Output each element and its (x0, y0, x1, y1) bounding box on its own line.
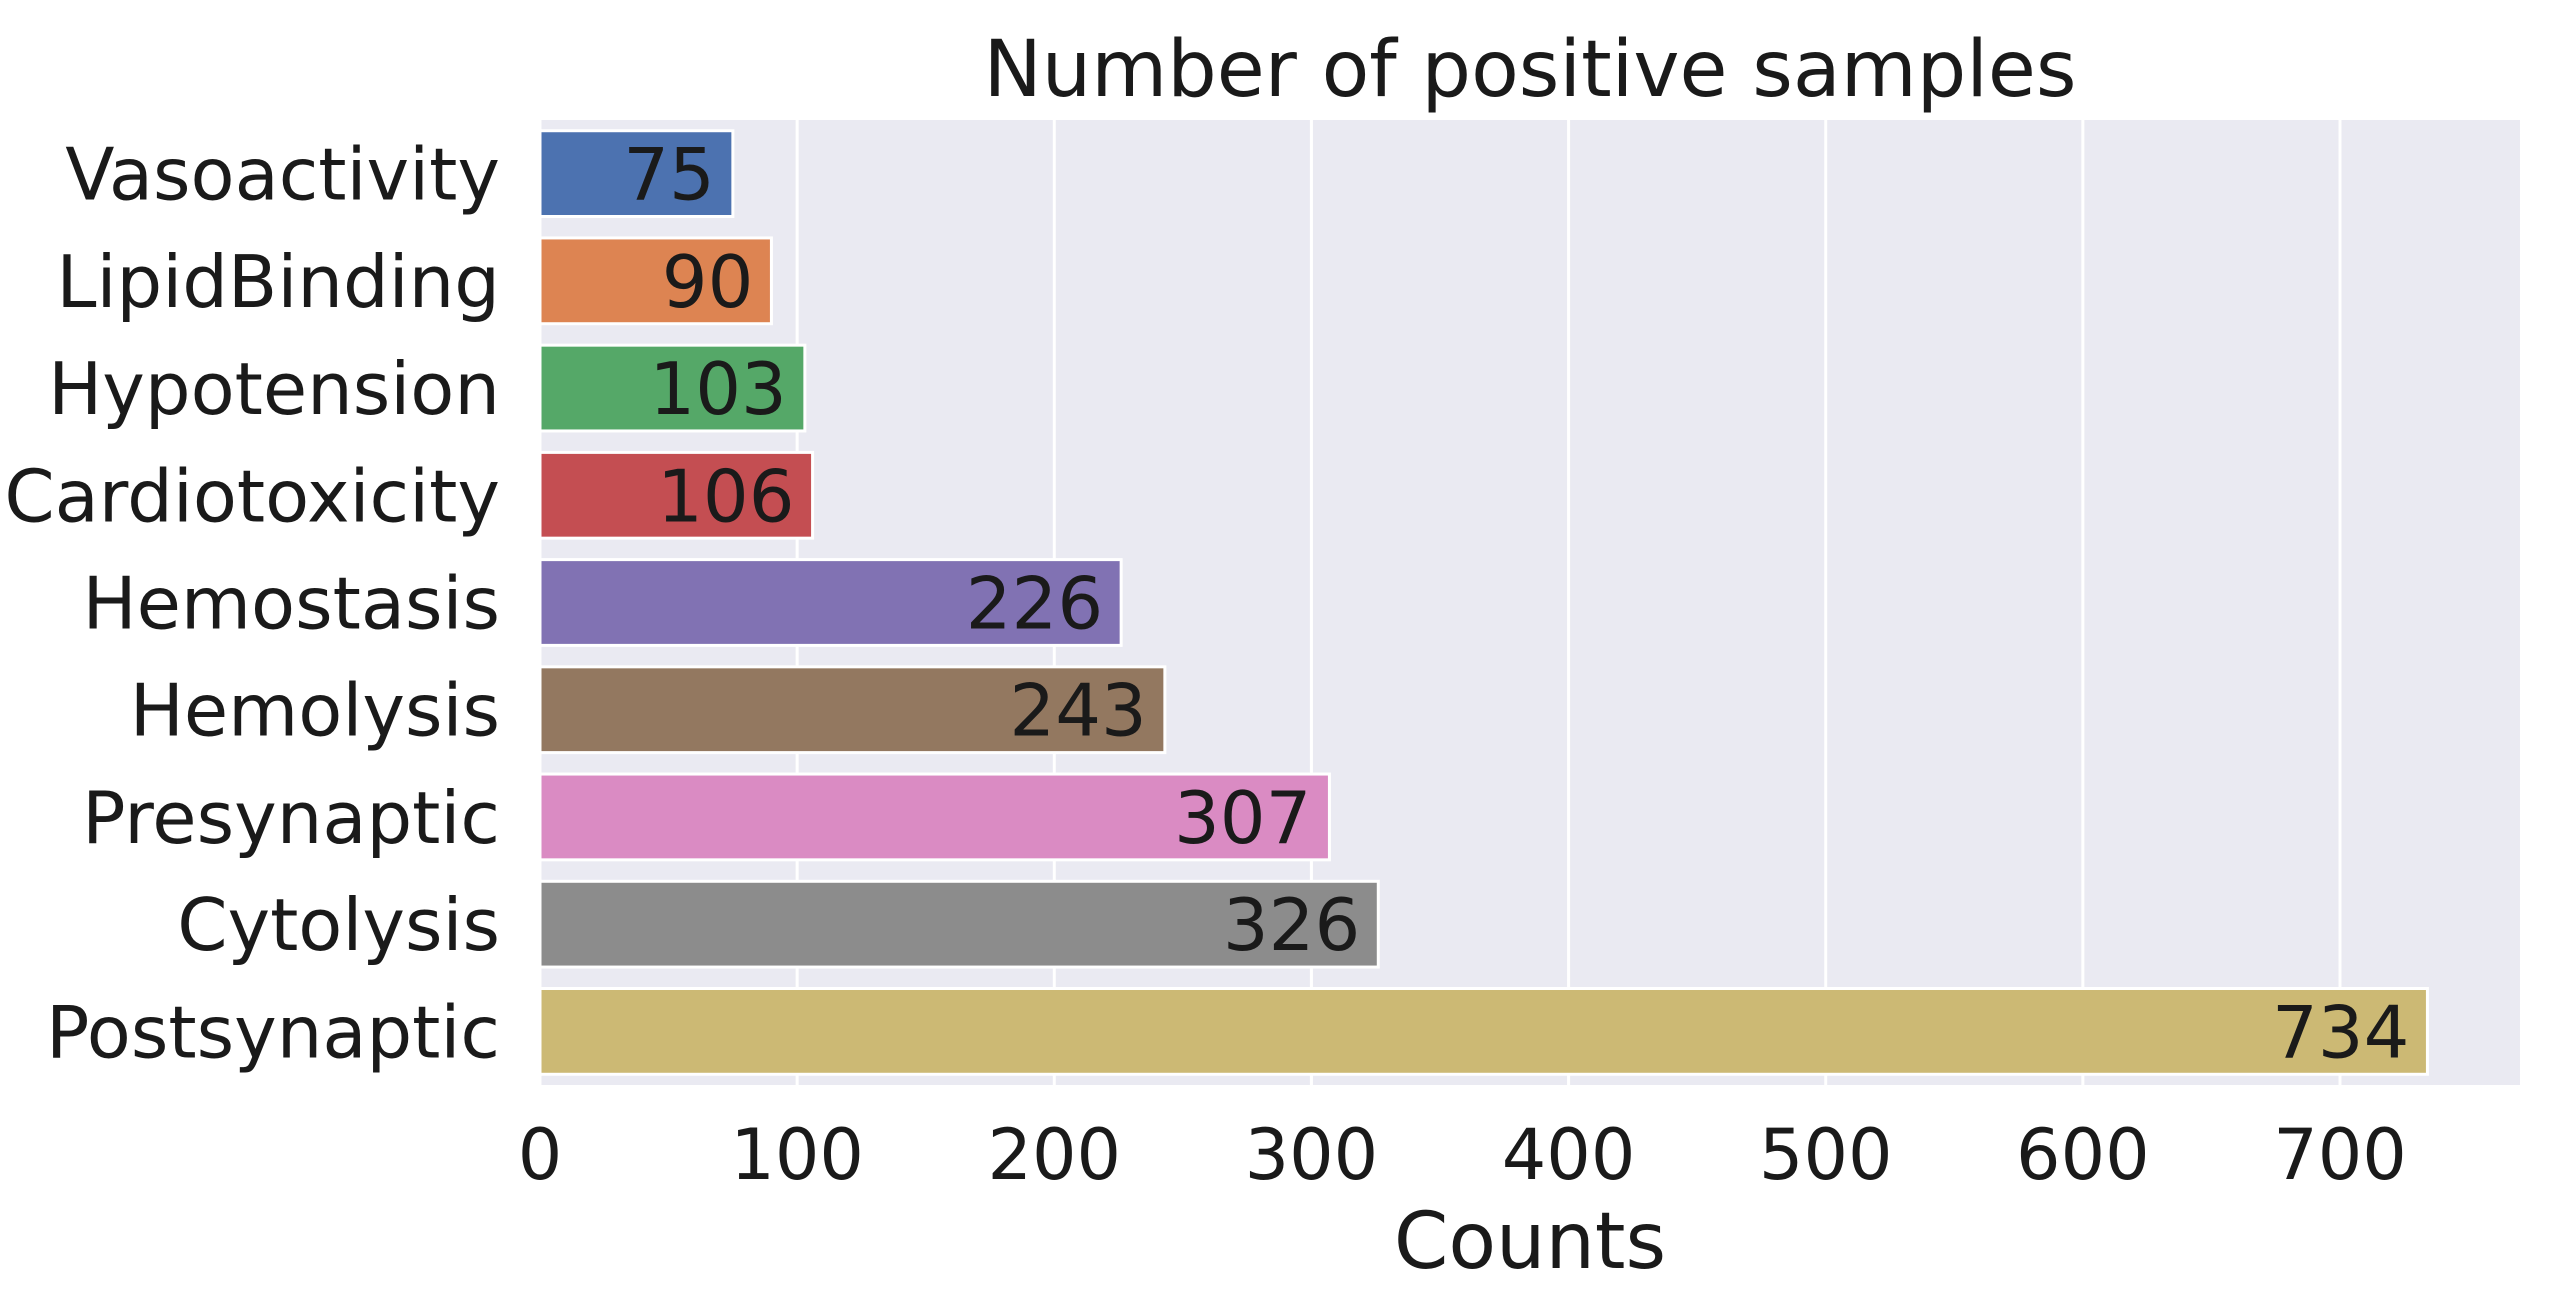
bar-hemostasis (538, 558, 1123, 647)
value-label-cytolysis: 326 (1223, 883, 1360, 967)
chart-title: Number of positive samples (983, 25, 2076, 115)
category-label-cardiotoxicity: Cardiotoxicity (4, 454, 500, 538)
x-tick-label-100: 100 (730, 1114, 864, 1196)
category-label-postsynaptic: Postsynaptic (46, 990, 500, 1074)
value-label-lipidbinding: 90 (662, 240, 754, 324)
category-label-hemolysis: Hemolysis (130, 669, 500, 753)
x-tick-label-300: 300 (1245, 1114, 1379, 1196)
value-label-cardiotoxicity: 106 (657, 454, 794, 538)
x-tick-label-700: 700 (2273, 1114, 2407, 1196)
x-tick-label-500: 500 (1759, 1114, 1893, 1196)
x-tick-label-200: 200 (987, 1114, 1121, 1196)
value-label-hemostasis: 226 (966, 562, 1103, 646)
bar-hemolysis (538, 665, 1167, 755)
bar-vasoactivity (538, 129, 735, 219)
bar-hypotension (538, 343, 807, 433)
bar-cardiotoxicity (538, 450, 815, 540)
value-label-hypotension: 103 (649, 347, 786, 431)
bar-presynaptic (538, 772, 1331, 862)
value-label-presynaptic: 307 (1174, 776, 1311, 860)
x-tick-label-600: 600 (2016, 1114, 2150, 1196)
category-label-presynaptic: Presynaptic (82, 776, 500, 860)
bar-lipidbinding (538, 236, 773, 326)
value-labels: 75 90 103 106 226 243 307 326 734 (623, 133, 2409, 1075)
bars (538, 129, 2429, 1076)
value-label-hemolysis: 243 (1009, 669, 1146, 753)
category-label-vasoactivity: Vasoactivity (65, 133, 500, 217)
category-label-hypotension: Hypotension (48, 347, 500, 431)
x-tick-labels: 0 100 200 300 400 500 600 700 (518, 1114, 2407, 1196)
category-label-cytolysis: Cytolysis (177, 883, 500, 967)
x-tick-label-0: 0 (518, 1114, 563, 1196)
category-label-hemostasis: Hemostasis (82, 562, 500, 646)
x-axis-label: Counts (1394, 1197, 1666, 1287)
bar-cytolysis (538, 879, 1380, 969)
bar-postsynaptic (538, 987, 2429, 1076)
category-labels: Vasoactivity LipidBinding Hypotension Cardi… (4, 133, 500, 1075)
value-label-postsynaptic: 734 (2272, 990, 2409, 1074)
x-tick-label-400: 400 (1502, 1114, 1636, 1196)
value-label-vasoactivity: 75 (623, 133, 715, 217)
category-label-lipidbinding: LipidBinding (56, 240, 500, 324)
